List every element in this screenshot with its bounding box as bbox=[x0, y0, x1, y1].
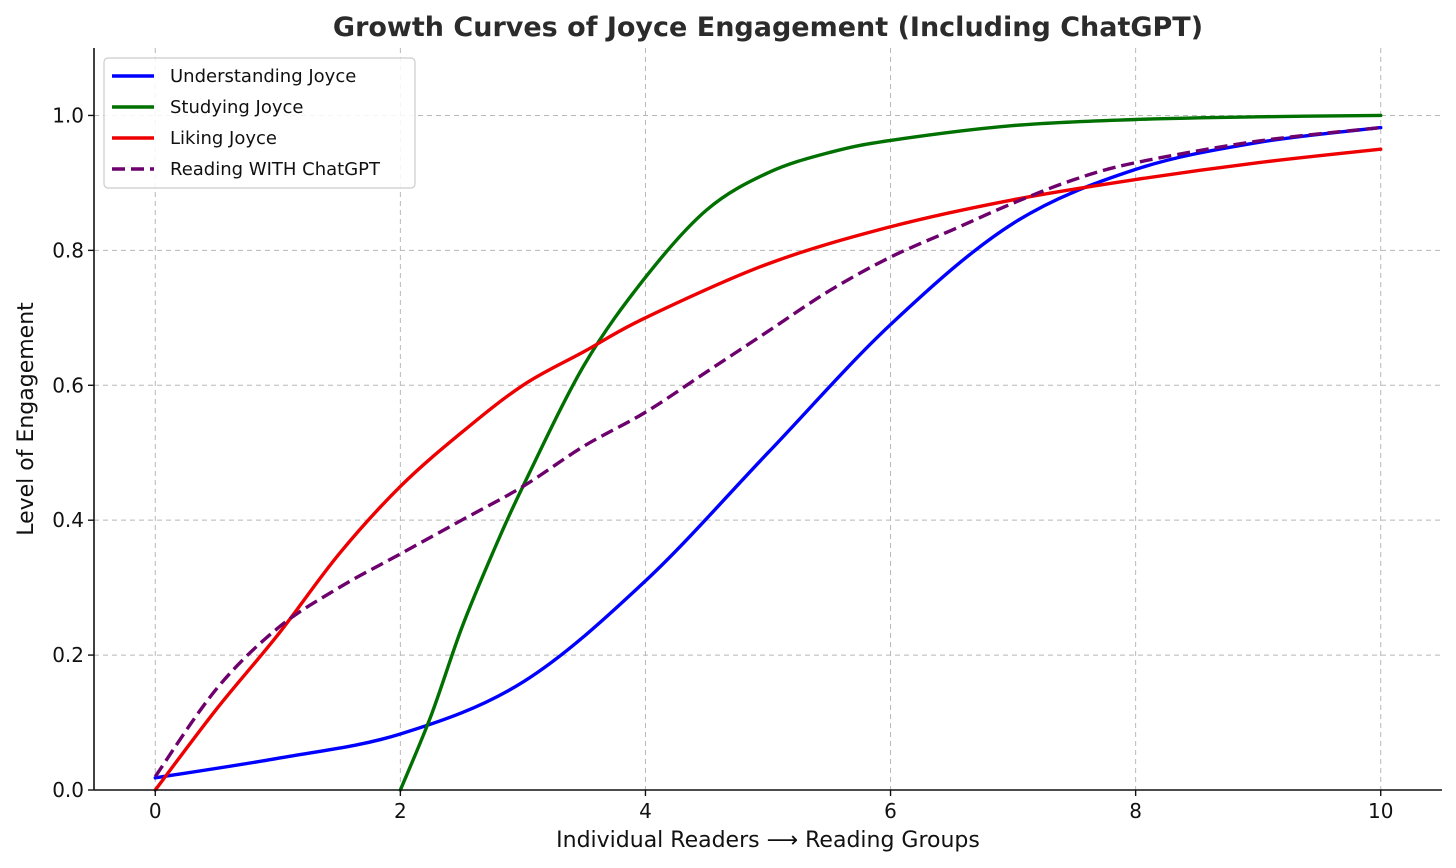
series-line-studying-joyce bbox=[398, 113, 1383, 792]
y-tick-label: 1.0 bbox=[52, 103, 84, 127]
legend-label-reading-with-chatgpt: Reading WITH ChatGPT bbox=[170, 159, 381, 180]
series-lines bbox=[153, 113, 1383, 792]
grid bbox=[94, 48, 1442, 791]
legend-label-studying-joyce: Studying Joyce bbox=[170, 97, 303, 118]
legend-box bbox=[103, 57, 416, 189]
x-tick-label: 10 bbox=[1368, 799, 1393, 823]
y-axis-label: Level of Engagement bbox=[14, 302, 39, 536]
series-line-understanding-joyce bbox=[153, 125, 1383, 780]
x-axis-label: Individual Readers ⟶ Reading Groups bbox=[556, 828, 980, 853]
legend-label-understanding-joyce: Understanding Joyce bbox=[170, 66, 356, 87]
y-tick-label: 0.6 bbox=[52, 373, 84, 397]
axes bbox=[93, 48, 1442, 791]
x-tick-label: 6 bbox=[884, 799, 897, 823]
series-line-liking-joyce bbox=[153, 147, 1383, 792]
y-tick-label: 0.4 bbox=[52, 508, 84, 532]
legend: Understanding Joyce Studying Joyce Liking … bbox=[103, 57, 416, 189]
x-tick-label: 0 bbox=[149, 799, 162, 823]
series-line-reading-with-chatgpt bbox=[153, 125, 1381, 778]
ticks: 0 2 4 6 8 10 0.0 0.2 0.4 0.6 0.8 1.0 bbox=[52, 103, 1393, 823]
chart-title: Growth Curves of Joyce Engagement (Inclu… bbox=[333, 12, 1203, 43]
x-tick-label: 2 bbox=[394, 799, 407, 823]
y-tick-label: 0.2 bbox=[52, 643, 84, 667]
y-tick-label: 0.8 bbox=[52, 238, 84, 262]
x-tick-label: 8 bbox=[1129, 799, 1142, 823]
legend-label-liking-joyce: Liking Joyce bbox=[170, 128, 277, 149]
x-tick-label: 4 bbox=[639, 799, 652, 823]
y-tick-label: 0.0 bbox=[52, 778, 84, 802]
